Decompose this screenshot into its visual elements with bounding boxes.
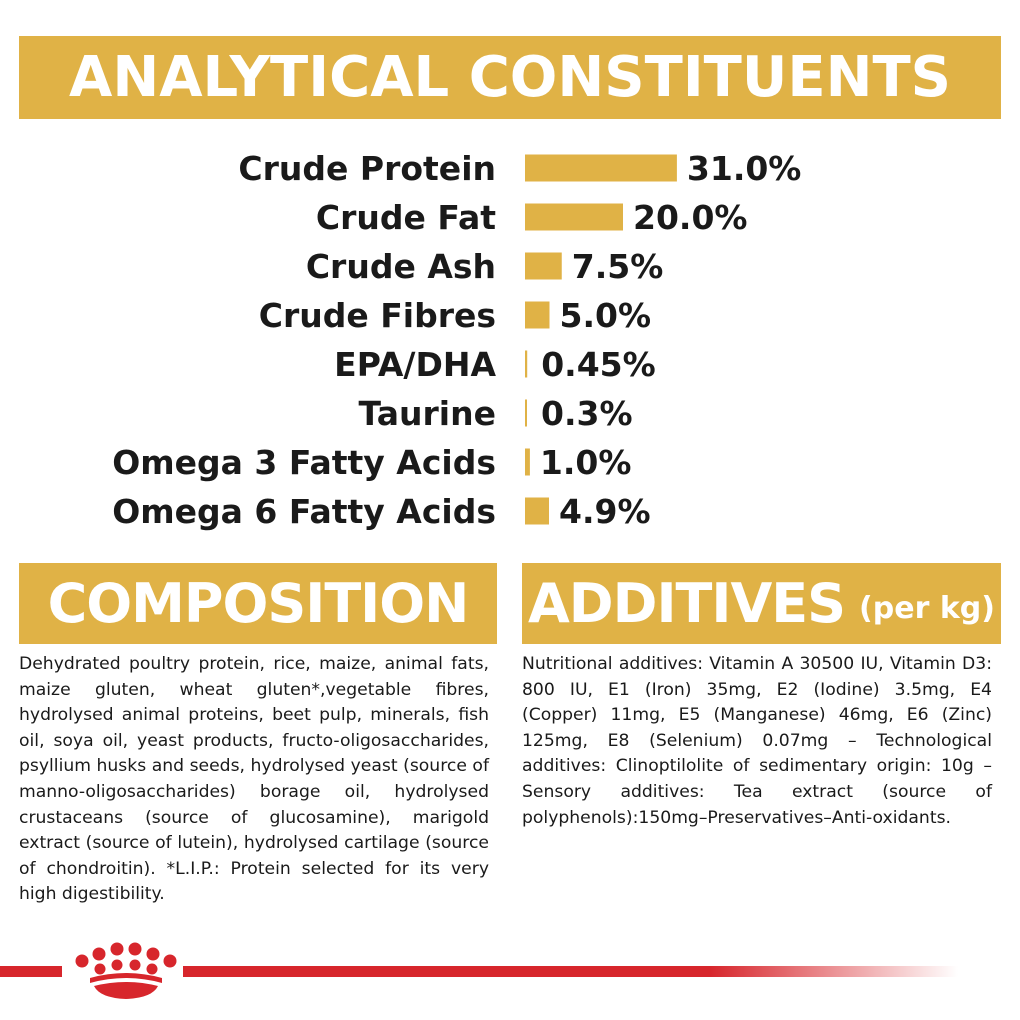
- additives-title: ADDITIVES: [528, 572, 846, 635]
- bar: [525, 301, 550, 329]
- composition-text: Dehydrated poultry protein, rice, maize,…: [19, 654, 489, 905]
- composition-title: COMPOSITION: [47, 572, 470, 635]
- category-label: Crude Protein: [238, 149, 496, 188]
- value-label: 7.5%: [572, 247, 664, 286]
- bar: [525, 252, 562, 280]
- value-label: 5.0%: [560, 296, 652, 335]
- category-label: Taurine: [359, 394, 496, 433]
- category-label: EPA/DHA: [334, 345, 496, 384]
- additives-text: Nutritional additives: Vitamin A 30500 I…: [522, 654, 992, 828]
- composition-header: COMPOSITION: [19, 563, 497, 644]
- category-label: Omega 6 Fatty Acids: [112, 492, 496, 531]
- bar: [525, 399, 527, 427]
- bar: [525, 497, 550, 525]
- value-label: 0.3%: [541, 394, 633, 433]
- category-label: Crude Ash: [306, 247, 496, 286]
- value-label: 1.0%: [540, 443, 632, 482]
- value-label: 0.45%: [541, 345, 656, 384]
- value-label: 4.9%: [559, 492, 651, 531]
- bar: [525, 203, 623, 231]
- analytical-constituents-header: ANALYTICAL CONSTITUENTS: [19, 36, 1001, 119]
- value-label: 20.0%: [633, 198, 748, 237]
- bar: [525, 154, 677, 182]
- bar: [525, 350, 528, 378]
- royal-canin-crown-icon: [75, 942, 177, 999]
- category-label: Crude Fibres: [259, 296, 496, 335]
- footer-red-line-right: [183, 966, 958, 977]
- additives-unit: (per kg): [859, 591, 995, 626]
- additives-header: ADDITIVES (per kg): [522, 563, 1001, 644]
- value-label: 31.0%: [687, 149, 802, 188]
- category-label: Omega 3 Fatty Acids: [112, 443, 496, 482]
- constituents-bar-chart: Crude Protein 31.0% Crude Fat 20.0% Crude As…: [112, 149, 802, 531]
- footer-red-line-left: [0, 966, 62, 977]
- analytical-constituents-title: ANALYTICAL CONSTITUENTS: [69, 45, 951, 110]
- category-label: Crude Fat: [316, 198, 496, 237]
- bar: [525, 448, 530, 476]
